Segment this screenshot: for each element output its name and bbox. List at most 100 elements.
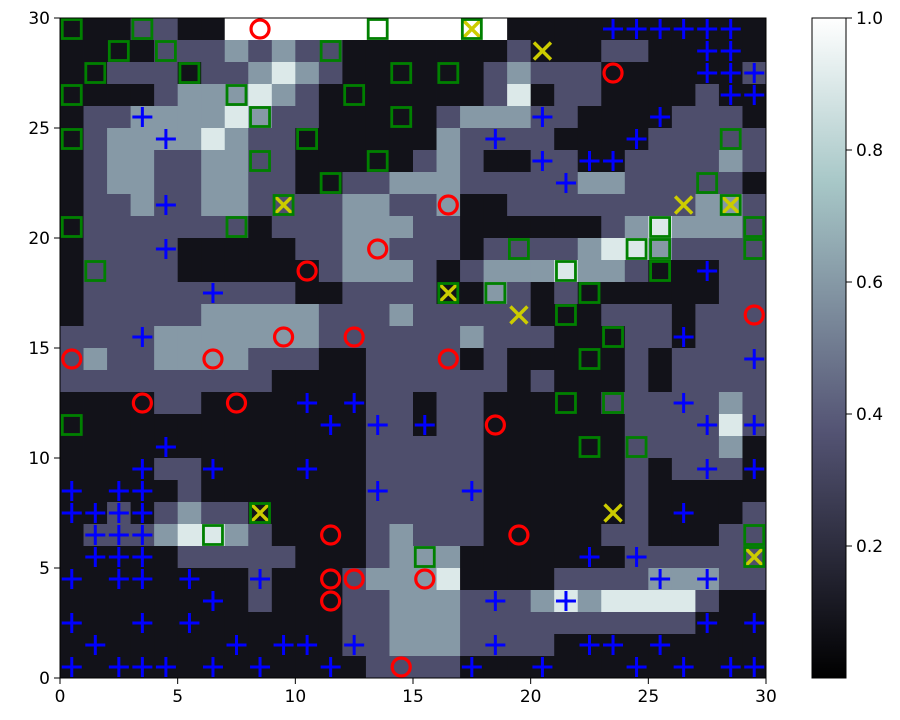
plus-marker: [485, 635, 506, 655]
square-marker: [743, 238, 766, 260]
heatmap-cell: [365, 612, 390, 635]
heatmap-cell: [60, 84, 84, 107]
heatmap-cell: [624, 370, 649, 393]
heatmap-cell: [483, 150, 508, 173]
heatmap-cell: [107, 348, 131, 371]
square-marker: [484, 282, 507, 304]
plus-marker: [85, 547, 106, 567]
heatmap-cell: [83, 436, 108, 459]
heatmap-cell: [601, 480, 626, 503]
heatmap-cell: [436, 568, 461, 591]
heatmap-cell: [413, 150, 437, 173]
heatmap-cell: [460, 370, 484, 393]
heatmap-cell: [601, 458, 626, 481]
heatmap-cell: [389, 282, 414, 305]
square-marker: [131, 18, 154, 40]
heatmap-cell: [248, 326, 273, 349]
heatmap-cell: [248, 238, 273, 261]
heatmap-cell: [671, 282, 696, 305]
heatmap-cell: [177, 128, 202, 151]
heatmap-cell: [365, 392, 390, 415]
heatmap-cell: [695, 656, 720, 679]
heatmap-cell: [483, 106, 508, 129]
y-tick-label: 10: [28, 449, 50, 469]
circle-marker: [320, 590, 342, 612]
heatmap-cell: [695, 590, 720, 613]
heatmap-cell: [530, 480, 555, 503]
heatmap-cell: [318, 18, 343, 41]
heatmap-cell: [671, 150, 696, 173]
heatmap-cell: [295, 656, 320, 679]
heatmap-cell: [742, 326, 767, 349]
heatmap-cell: [577, 480, 602, 503]
heatmap-cell: [60, 106, 84, 129]
heatmap-cell: [483, 40, 508, 63]
heatmap-cell: [271, 304, 296, 327]
heatmap-cell: [389, 150, 414, 173]
plus-marker: [132, 503, 153, 523]
heatmap-cell: [624, 392, 649, 415]
heatmap-cell: [271, 502, 296, 525]
heatmap-cell: [224, 568, 249, 591]
heatmap-cell: [248, 216, 273, 239]
plus-marker: [532, 151, 553, 171]
heatmap-cell: [154, 62, 179, 85]
heatmap-cell: [107, 304, 131, 327]
heatmap-cell: [695, 84, 720, 107]
heatmap-cell: [342, 348, 367, 371]
heatmap-cell: [507, 18, 532, 41]
heatmap-cell: [530, 502, 555, 525]
heatmap-cell: [389, 128, 414, 151]
heatmap-cell: [554, 216, 579, 239]
square-marker: [107, 40, 130, 62]
heatmap-cell: [342, 194, 367, 217]
heatmap-cell: [577, 238, 602, 261]
heatmap-cell: [271, 40, 296, 63]
heatmap-cell: [507, 326, 532, 349]
heatmap-cell: [60, 590, 84, 613]
heatmap-cell: [695, 634, 720, 657]
heatmap-cell: [436, 84, 461, 107]
heatmap-cell: [483, 348, 508, 371]
heatmap-cell: [83, 612, 108, 635]
heatmap-cell: [507, 458, 532, 481]
heatmap-cell: [201, 150, 226, 173]
heatmap-cell: [130, 590, 155, 613]
heatmap-cell: [295, 524, 320, 547]
square-marker: [696, 172, 719, 194]
heatmap-cell: [718, 568, 743, 591]
heatmap-cell: [224, 62, 249, 85]
heatmap-cell: [601, 216, 626, 239]
heatmap-cell: [601, 414, 626, 437]
heatmap-cell: [107, 392, 131, 415]
heatmap-cell: [718, 172, 743, 195]
plus-marker: [650, 19, 671, 39]
heatmap-cell: [389, 84, 414, 107]
heatmap-cell: [295, 546, 320, 569]
heatmap-cell: [177, 304, 202, 327]
heatmap-cell: [177, 348, 202, 371]
square-marker: [743, 546, 766, 568]
heatmap-cell: [718, 502, 743, 525]
plus-marker: [179, 613, 200, 633]
heatmap-cell: [177, 260, 202, 283]
heatmap-cell: [83, 370, 108, 393]
plus-marker: [461, 657, 482, 677]
x-marker: [673, 195, 694, 215]
heatmap-cell: [460, 238, 484, 261]
heatmap-cell: [671, 546, 696, 569]
x-marker: [462, 19, 482, 39]
heatmap-cell: [671, 172, 696, 195]
heatmap-cell: [413, 304, 437, 327]
plus-marker: [673, 327, 694, 347]
heatmap-cell: [624, 84, 649, 107]
square-marker: [390, 62, 413, 84]
heatmap-cell: [295, 128, 320, 151]
heatmap-cell: [83, 260, 108, 283]
heatmap-cell: [436, 150, 461, 173]
heatmap-cell: [695, 106, 720, 129]
heatmap-cell: [342, 370, 367, 393]
heatmap-cell: [554, 370, 579, 393]
heatmap-cell: [507, 436, 532, 459]
heatmap-cell: [83, 150, 108, 173]
